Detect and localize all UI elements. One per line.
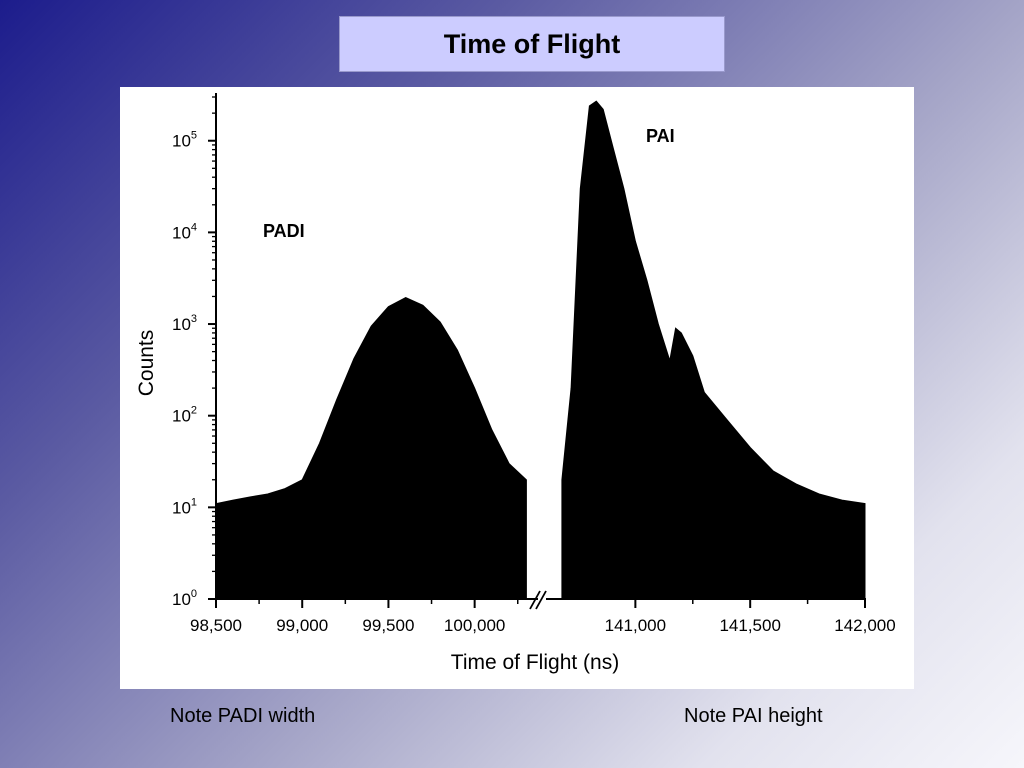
x-tick-label: 99,500 [362, 616, 414, 635]
axis-break-mark [535, 590, 547, 610]
slide-title-box: Time of Flight [339, 16, 725, 72]
x-tick-label: 99,000 [276, 616, 328, 635]
panel-label-padi: PADI [263, 221, 305, 241]
slide-title: Time of Flight [443, 28, 621, 59]
y-tick-label: 101 [172, 496, 197, 517]
series-area-padi [215, 296, 527, 600]
panel-label-pai: PAI [646, 126, 675, 146]
y-tick-label: 105 [172, 130, 197, 151]
x-tick-label: 141,000 [605, 616, 666, 635]
y-tick-label: 100 [172, 588, 197, 609]
chart-panel: 98,500 99,000 99,500 100,000 PADI 141,000 141,… [120, 87, 914, 689]
x-tick-label: 141,500 [719, 616, 780, 635]
tof-chart: 98,500 99,000 99,500 100,000 PADI 141,000 141,… [135, 93, 896, 674]
x-axis-title: Time of Flight (ns) [451, 651, 619, 674]
y-tick-label: 104 [172, 221, 197, 242]
y-tick-label: 103 [172, 313, 197, 334]
x-tick-label: 142,000 [834, 616, 895, 635]
axis-break-mark [529, 590, 541, 610]
note-pai-height: Note PAI height [684, 705, 823, 727]
x-tick-label: 98,500 [190, 616, 242, 635]
series-area-pai [561, 100, 866, 600]
x-tick-label: 100,000 [444, 616, 505, 635]
y-axis-title: Counts [135, 330, 158, 397]
y-tick-label: 102 [172, 405, 197, 426]
note-padi-width: Note PADI width [170, 705, 316, 727]
